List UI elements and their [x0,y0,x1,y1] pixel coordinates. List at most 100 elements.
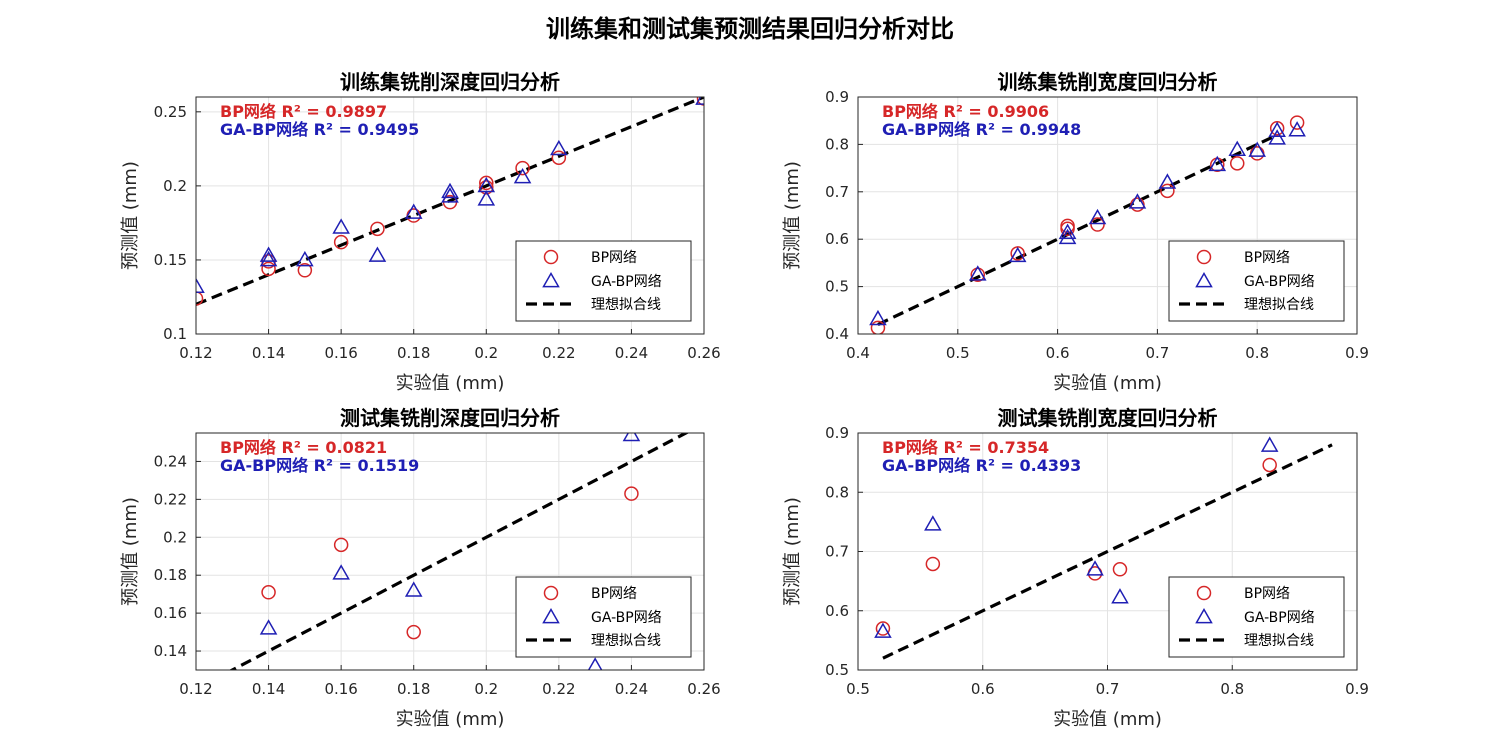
x-tick-label: 0.7 [1145,344,1169,362]
y-tick-label: 0.6 [825,230,849,248]
x-tick-label: 0.2 [474,344,498,362]
gabp-point [1228,140,1247,156]
ideal-fit-line [877,133,1278,326]
legend-gabp-marker [1195,271,1213,288]
legend-bp-marker [543,249,559,265]
axes-frame [857,96,1358,335]
x-tick-label: 0.6 [971,680,995,698]
x-tick-label: 0.5 [946,344,970,362]
bp-point [1090,217,1105,232]
legend-bp-label: BP网络 [591,250,637,266]
axes-frame [195,96,705,335]
y-tick-label: 0.14 [154,642,187,660]
bp-point [624,486,639,501]
r2-bp-label: BP网络 R² = 0.0821 [220,438,387,457]
bp-point [479,175,494,191]
legend-gabp-label: GA-BP网络 [1244,274,1315,290]
bp-point [297,263,313,278]
y-tick-label: 0.16 [154,604,187,622]
x-tick-label: 0.8 [1245,344,1269,362]
x-tick-label: 0.9 [1345,680,1369,698]
axes-frame [857,432,1358,671]
gabp-point [513,167,532,184]
legend-ideal-label: 理想拟合线 [1244,633,1314,649]
y-tick-label: 0.25 [154,103,187,121]
gabp-point [550,139,568,156]
bp-point [406,624,421,640]
gabp-point [968,265,987,281]
bp-point [1229,156,1245,171]
gabp-point [1208,155,1227,172]
x-tick-label: 0.12 [179,344,212,362]
x-axis-label: 实验值 (mm) [1053,709,1162,730]
r2-gabp-label: GA-BP网络 R² = 0.9495 [220,120,419,139]
gabp-point [1088,208,1107,225]
gabp-point [196,277,205,293]
gabp-point [1058,228,1077,245]
legend-bp-label: BP网络 [1244,586,1290,602]
bp-point [925,556,941,572]
legend-gabp-marker [542,607,560,624]
legend-gabp-marker [1195,607,1213,624]
y-tick-label: 0.9 [825,88,849,106]
gabp-point [404,203,423,219]
x-tick-label: 0.4 [846,344,870,362]
gabp-point [1260,436,1279,452]
bp-point [870,320,886,334]
y-tick-label: 0.5 [825,278,849,296]
gabp-point [869,309,887,326]
plot-content [196,97,704,306]
axes-frame [195,432,705,671]
bp-point [1289,115,1305,130]
chart-title: 训练集铣削宽度回归分析 [998,70,1218,94]
chart-panel-2: 0.4 0.5 0.6 0.7 0.8 0.9 0.4 0.5 0.6 0.7 0.8 0.9 训练集铣… [782,70,1369,394]
chart-title: 测试集铣削深度回归分析 [340,406,560,430]
gabp-point [1288,121,1306,137]
x-tick-label: 0.14 [252,344,285,362]
y-axis-label: 预测值 (mm) [120,497,141,606]
bp-point [1060,221,1075,237]
legend-gabp-label: GA-BP网络 [591,610,662,626]
x-tick-label: 0.14 [252,680,285,698]
bp-point [333,234,349,250]
y-tick-label: 0.2 [163,177,187,195]
plot-content [874,436,1333,660]
y-tick-label: 0.9 [825,424,849,442]
y-tick-label: 0.4 [825,325,849,343]
gabp-point [259,246,278,262]
chart-panel-1: 0.12 0.14 0.16 0.18 0.2 0.22 0.24 0.26 0.1 0.15 0.… [120,70,721,394]
gabp-point [477,190,496,206]
y-axis-label: 预测值 (mm) [120,161,141,270]
bp-point [479,180,494,195]
y-tick-label: 0.15 [154,251,187,269]
y-tick-label: 0.8 [825,483,849,501]
chart-title: 训练集铣削深度回归分析 [340,70,560,94]
legend-bp-marker [1196,249,1212,265]
x-tick-label: 0.5 [846,680,870,698]
gabp-point [368,246,387,262]
legend-bp-marker [1196,585,1212,601]
x-tick-label: 0.12 [179,680,212,698]
y-tick-label: 0.7 [825,543,849,561]
gabp-point [587,657,603,670]
x-tick-label: 0.22 [542,344,575,362]
chart-panel-4: 0.5 0.6 0.7 0.8 0.9 0.5 0.6 0.7 0.8 0.9 测试集铣削宽度回归分… [782,406,1369,730]
gabp-point [296,250,314,267]
gabp-point [404,581,423,597]
gabp-point [1086,560,1104,576]
r2-gabp-label: GA-BP网络 R² = 0.9948 [882,120,1081,139]
x-tick-label: 0.18 [397,344,430,362]
r2-bp-label: BP网络 R² = 0.9897 [220,102,387,121]
gabp-point [441,182,459,199]
gabp-point [1128,193,1147,209]
r2-bp-label: BP网络 R² = 0.7354 [882,438,1049,457]
bp-point [515,160,530,176]
gabp-point [924,515,942,531]
bp-point [370,221,385,237]
legend-bp-label: BP网络 [1244,250,1290,266]
gabp-point [1158,173,1177,189]
x-tick-label: 0.9 [1345,344,1369,362]
